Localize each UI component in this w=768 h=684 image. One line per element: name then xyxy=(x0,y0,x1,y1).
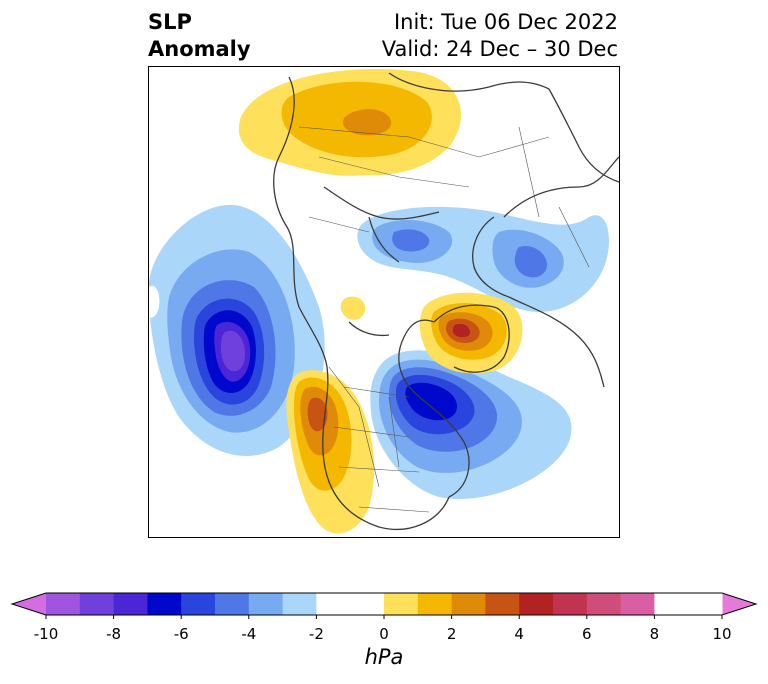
colorbar-tick-label: -2 xyxy=(308,625,324,643)
colorbar-segment xyxy=(181,593,216,615)
negative-anomaly-hudson-bay xyxy=(370,350,572,499)
colorbar-segment xyxy=(350,593,385,615)
positive-anomaly-west-pacific xyxy=(149,285,160,318)
colorbar-units-label: hPa xyxy=(364,645,404,669)
colorbar-segment xyxy=(215,593,250,615)
colorbar-segment xyxy=(654,593,689,615)
slp-anomaly-map xyxy=(148,66,620,538)
colorbar-tick-label: 10 xyxy=(712,625,732,643)
colorbar-extend-under xyxy=(12,593,46,615)
colorbar-segment xyxy=(79,593,115,615)
title-type: Anomaly xyxy=(148,37,251,61)
colorbar-segment xyxy=(316,593,351,615)
contour-positive-3 xyxy=(342,109,392,136)
map-title: SLP Anomaly xyxy=(148,9,251,63)
colorbar-segment xyxy=(147,593,182,615)
colorbar-tick-label: -8 xyxy=(106,625,122,643)
country-borders xyxy=(298,126,590,513)
colorbar-extend-over xyxy=(722,593,756,615)
colorbar-segment xyxy=(248,593,284,615)
contour-positive-4 xyxy=(307,397,328,432)
colorbar-tick-label: -4 xyxy=(241,625,257,643)
colorbar-segment xyxy=(46,593,81,615)
colorbar-tick-label: -10 xyxy=(33,625,59,643)
colorbar-tick-label: 4 xyxy=(514,625,524,643)
colorbar-segment xyxy=(384,593,419,615)
colorbar-segment xyxy=(519,593,554,615)
contour-negative-5 xyxy=(405,382,458,421)
colorbar-tick-label: -6 xyxy=(173,625,189,643)
title-variable: SLP xyxy=(148,10,192,34)
colorbar-segment xyxy=(282,593,317,615)
colorbar-segment xyxy=(586,593,622,615)
contour-negative-5 xyxy=(514,245,548,278)
valid-range: Valid: 24 Dec – 30 Dec xyxy=(381,37,618,61)
colorbar-segment xyxy=(688,593,723,615)
contour-positive-5 xyxy=(452,323,471,338)
map-canvas xyxy=(149,69,619,534)
coastlines xyxy=(273,72,619,531)
colorbar-segment xyxy=(485,593,520,615)
colorbar-segment xyxy=(553,593,588,615)
colorbar-segment xyxy=(113,593,148,615)
colorbar-segment xyxy=(451,593,486,615)
negative-anomaly-scandinavia xyxy=(357,206,609,312)
colorbar xyxy=(10,592,758,619)
positive-anomaly-small xyxy=(340,296,366,320)
init-date: Init: Tue 06 Dec 2022 xyxy=(393,10,618,34)
contour-negative-3 xyxy=(392,229,430,252)
negative-anomaly-alaska xyxy=(149,204,325,456)
colorbar-tick-label: 2 xyxy=(446,625,457,643)
colorbar-tick-label: 8 xyxy=(649,625,660,643)
colorbar-segment xyxy=(620,593,655,615)
colorbar-segment xyxy=(417,593,453,615)
positive-anomaly-siberia xyxy=(238,69,461,176)
contour-negative-7 xyxy=(221,330,246,372)
colorbar-tick-label: 0 xyxy=(379,625,389,643)
positive-anomaly-western-na xyxy=(286,370,375,534)
map-dates: Init: Tue 06 Dec 2022 Valid: 24 Dec – 30… xyxy=(382,9,618,63)
colorbar-tick-label: 6 xyxy=(582,625,592,643)
